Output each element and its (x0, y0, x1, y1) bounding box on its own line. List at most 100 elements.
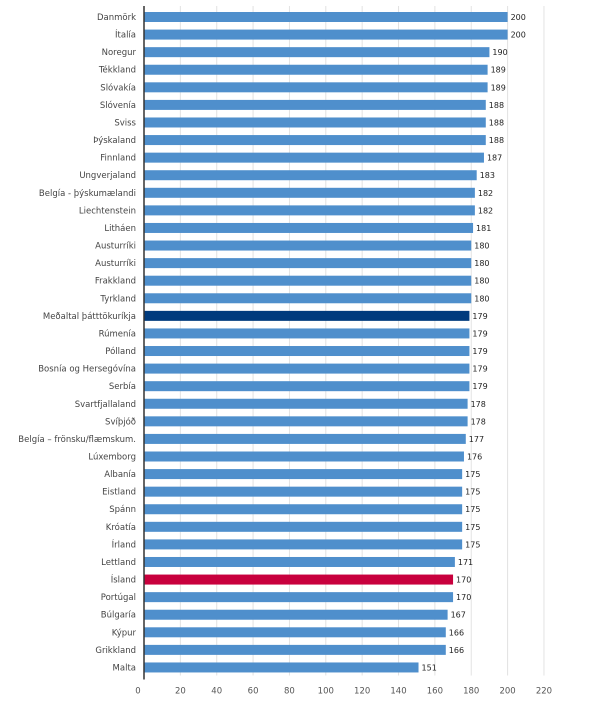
x-tick-label: 180 (463, 686, 479, 696)
bar (144, 504, 463, 515)
category-label: Lettland (101, 558, 136, 568)
category-label: Albanía (104, 470, 136, 480)
value-label: 187 (487, 154, 502, 163)
value-label: 175 (465, 523, 480, 532)
value-label: 179 (472, 329, 487, 338)
x-tick-label: 40 (211, 686, 222, 696)
category-label: Tékkland (98, 65, 136, 76)
category-label: Portúgal (101, 593, 136, 603)
category-label: Liechtenstein (79, 206, 136, 216)
bar-highlight (144, 574, 454, 585)
category-label: Eistland (102, 488, 136, 498)
category-label: Ungverjaland (79, 171, 136, 181)
value-label: 175 (465, 470, 480, 479)
value-label: 178 (471, 400, 486, 409)
value-label: 167 (451, 611, 466, 620)
value-label: 180 (474, 294, 489, 303)
bar (144, 416, 468, 427)
bar (144, 205, 475, 216)
value-label: 190 (492, 48, 507, 57)
bar (144, 240, 472, 251)
category-label: Írland (112, 538, 136, 550)
bar (144, 152, 484, 163)
x-tick-label: 200 (499, 686, 515, 696)
x-tick-label: 0 (135, 686, 140, 696)
category-label: Frakkland (95, 277, 136, 287)
x-axis-ticks: 0 20 40 60 80 100 120 140 160 180 200 220 (135, 686, 552, 696)
value-label: 175 (465, 540, 480, 549)
bar (144, 381, 470, 392)
category-label: Slóvakía (100, 82, 136, 93)
value-label: 171 (458, 558, 473, 567)
category-label: Kýpur (112, 628, 137, 638)
value-label: 200 (511, 31, 526, 40)
value-label: 175 (465, 488, 480, 497)
bar (144, 592, 454, 603)
value-label: 181 (476, 224, 491, 233)
category-label: Rúmenía (99, 329, 136, 339)
category-label: Danmörk (97, 13, 136, 23)
category-label: Búlgaría (101, 611, 136, 621)
category-label: Svíþjóð (105, 416, 136, 427)
bar (144, 363, 470, 374)
value-label: 179 (472, 365, 487, 374)
category-label: Serbía (109, 382, 136, 392)
category-label: Spánn (109, 505, 136, 515)
category-label: Finnland (100, 154, 136, 164)
value-label: 179 (472, 312, 487, 321)
value-label: 180 (474, 242, 489, 251)
bar (144, 47, 490, 58)
bar (144, 433, 466, 444)
value-label: 166 (449, 646, 464, 655)
bar (144, 293, 472, 304)
category-label: Tyrkland (99, 294, 136, 304)
bar (144, 627, 446, 638)
bar (144, 187, 475, 198)
bar (144, 539, 463, 550)
bar (144, 346, 470, 357)
bar (144, 12, 508, 22)
bar (144, 99, 486, 110)
category-label: Noregur (102, 48, 137, 58)
x-tick-label: 20 (175, 686, 186, 696)
bar (144, 275, 472, 286)
bar-average (144, 310, 470, 321)
bar (144, 662, 419, 673)
category-label: Grikkland (95, 646, 136, 656)
category-label: Malta (113, 663, 136, 673)
value-label: 170 (456, 593, 471, 602)
bar (144, 222, 474, 233)
value-label: 176 (467, 453, 482, 462)
x-tick-label: 60 (248, 686, 259, 696)
category-label: Ítalía (115, 29, 136, 41)
bar (144, 609, 448, 620)
category-label: Þýskaland (93, 136, 136, 146)
bar (144, 556, 455, 567)
bar (144, 469, 463, 480)
value-label: 170 (456, 576, 471, 585)
x-tick-label: 220 (536, 686, 552, 696)
category-label: Meðaltal þátttökuríkja (43, 312, 136, 322)
value-label: 166 (449, 628, 464, 637)
bars (144, 12, 508, 673)
category-label: Pólland (105, 346, 136, 357)
bar (144, 328, 470, 339)
category-label: Belgía – frönsku/flæmskum. (18, 435, 136, 445)
bar (144, 170, 477, 181)
x-tick-label: 120 (354, 686, 370, 696)
category-label: Slóvenía (100, 100, 136, 111)
category-label: Ísland (111, 574, 136, 586)
value-label: 183 (480, 171, 495, 180)
x-tick-label: 80 (284, 686, 295, 696)
value-label: 188 (489, 136, 504, 145)
value-label: 179 (472, 382, 487, 391)
bar (144, 521, 463, 532)
x-tick-label: 100 (318, 686, 334, 696)
category-label: Austurríki (95, 259, 136, 269)
category-label: Króatía (106, 522, 136, 533)
category-label: Austurríki (95, 242, 136, 252)
value-label: 182 (478, 206, 493, 215)
category-labels: Danmörk Ítalía Noregur Tékkland Slóvakía Slóv… (18, 13, 136, 673)
category-label: Belgía - þýskumælandi (39, 189, 136, 199)
